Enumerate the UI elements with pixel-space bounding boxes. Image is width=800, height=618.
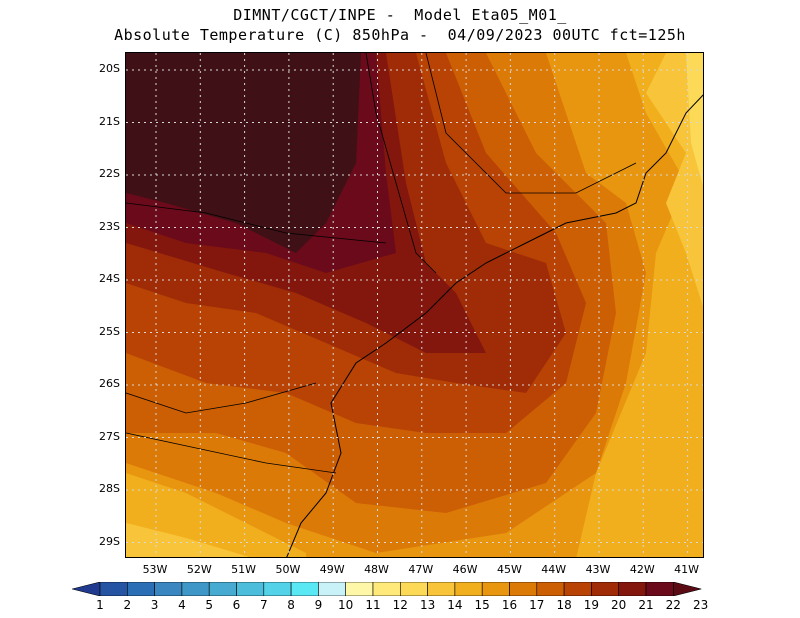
colorbar-segment [236, 582, 265, 596]
colorbar-label: 23 [692, 598, 709, 612]
state-border-2 [126, 432, 337, 474]
colorbar-label: 5 [205, 598, 214, 612]
lon-label: 44W [541, 563, 567, 576]
lat-label: 26S [99, 377, 120, 390]
colorbar-label: 3 [150, 598, 159, 612]
lon-label: 45W [496, 563, 522, 576]
colorbar-label: 16 [501, 598, 518, 612]
colorbar-label: 21 [638, 598, 654, 612]
lat-label: 27S [99, 429, 120, 443]
lon-label: 49W [319, 563, 345, 576]
colorbar-segment [263, 582, 292, 596]
temperature-map [125, 52, 704, 558]
colorbar-label: 12 [392, 598, 408, 612]
colorbar-segment [318, 582, 346, 596]
colorbar [72, 582, 702, 596]
temperature-field [126, 53, 703, 557]
field-13-east [686, 53, 703, 186]
lon-label: 50W [275, 563, 301, 576]
colorbar-label: 20 [611, 598, 627, 612]
colorbar-segment [99, 582, 128, 596]
colorbar-segment [481, 582, 510, 596]
colorbar-label: 19 [583, 598, 600, 612]
lat-label: 24S [99, 272, 120, 285]
lon-label: 53W [142, 563, 168, 576]
title-line-1: DIMNT/CGCT/INPE - Model Eta05_M01_ [233, 6, 567, 24]
field-14-south [126, 523, 250, 557]
state-border-5 [425, 53, 637, 194]
field-dark [126, 53, 361, 253]
colorbar-label: 22 [665, 598, 681, 612]
lon-label: 41W [674, 563, 700, 576]
colorbar-segment [536, 582, 565, 596]
title-line-2: Absolute Temperature (C) 850hPa - 04/09/… [114, 26, 686, 44]
colorbar-label: 17 [529, 598, 545, 612]
colorbar-segment [427, 582, 456, 596]
colorbar-segment [181, 582, 210, 596]
field-15-east [576, 53, 703, 557]
lat-label: 22S [99, 167, 120, 180]
colorbar-segment [290, 582, 319, 596]
colorbar-label: 6 [232, 598, 241, 612]
lat-label: 25S [99, 324, 120, 338]
lat-label: 28S [99, 482, 120, 495]
state-border-3 [365, 53, 437, 274]
colorbar-segment [345, 582, 374, 596]
colorbar-label: 10 [338, 598, 354, 612]
colorbar-label: 7 [259, 598, 268, 612]
colorbar-segment [126, 582, 155, 596]
lon-label: 42W [629, 563, 655, 576]
colorbar-label: 8 [287, 598, 295, 612]
lat-label: 20S [99, 62, 120, 75]
state-border-4 [126, 202, 387, 244]
lon-label: 48W [364, 563, 389, 576]
colorbar-label: 18 [556, 598, 572, 612]
colorbar-label: 14 [447, 598, 463, 612]
lon-label: 43W [585, 563, 611, 576]
colorbar-segment [399, 582, 428, 596]
colorbar-segment [618, 582, 647, 596]
lon-label: 47W [408, 563, 434, 576]
lat-label: 29S [99, 534, 120, 548]
colorbar-segment [454, 582, 483, 596]
colorbar-label: 13 [419, 598, 436, 612]
colorbar-segment [208, 582, 237, 596]
colorbar-segment [645, 582, 674, 596]
lat-label: 23S [99, 219, 120, 233]
field-14-east [646, 53, 703, 307]
colorbar-arrow-left [72, 582, 101, 596]
colorbar-segment [563, 582, 592, 596]
lon-label: 51W [231, 563, 257, 576]
grid-lines [126, 53, 703, 557]
colorbar-label: 15 [474, 598, 490, 612]
colorbar-label: 11 [365, 598, 381, 612]
colorbar-segment [509, 582, 538, 596]
colorbar-label: 4 [178, 598, 186, 612]
colorbar-segment [154, 582, 183, 596]
colorbar-label: 2 [123, 598, 132, 612]
lat-label: 21S [99, 114, 120, 128]
coastline [286, 94, 703, 557]
colorbar-arrow-right [672, 582, 702, 596]
colorbar-label: 1 [96, 598, 104, 612]
colorbar-segment [372, 582, 401, 596]
colorbar-label: 9 [314, 598, 323, 612]
colorbar-segment [591, 582, 620, 596]
lon-label: 46W [452, 563, 478, 576]
lon-label: 52W [186, 563, 212, 576]
